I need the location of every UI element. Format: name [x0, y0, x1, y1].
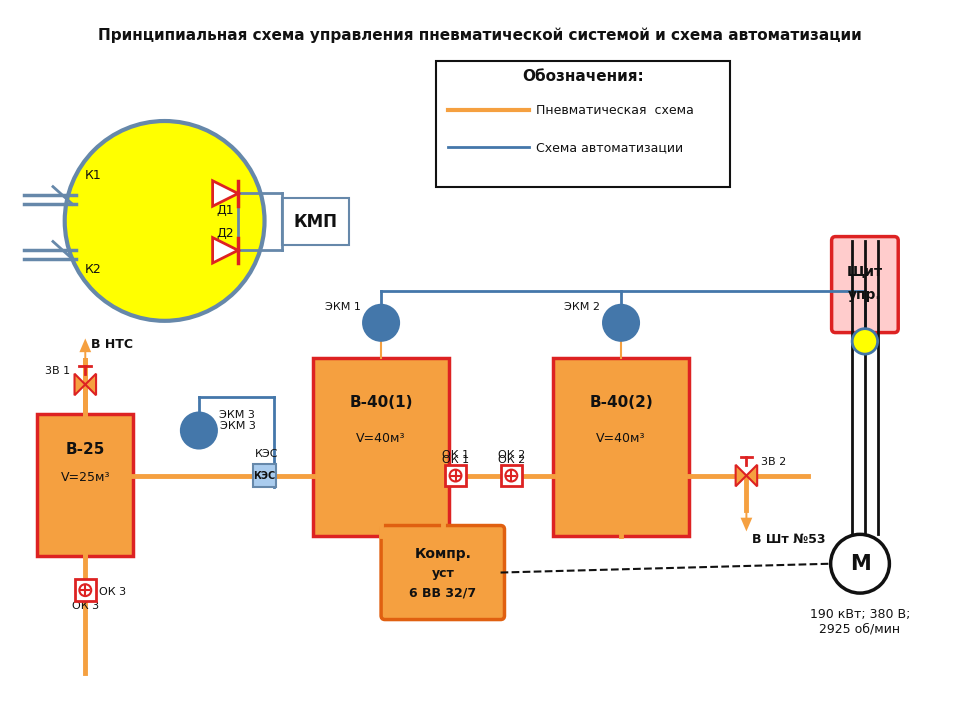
Circle shape — [181, 413, 217, 448]
Text: ОК 3: ОК 3 — [72, 600, 99, 611]
Circle shape — [80, 584, 91, 596]
Text: уст: уст — [431, 567, 454, 580]
Polygon shape — [85, 374, 96, 395]
Text: ЭКМ 3: ЭКМ 3 — [220, 410, 255, 420]
Polygon shape — [735, 465, 747, 486]
Text: Д1: Д1 — [217, 204, 234, 217]
Text: 3В 2: 3В 2 — [761, 457, 786, 467]
Text: Щит: Щит — [847, 264, 883, 279]
FancyBboxPatch shape — [314, 358, 448, 536]
Text: ОК 3: ОК 3 — [99, 587, 126, 597]
FancyBboxPatch shape — [444, 465, 467, 486]
FancyBboxPatch shape — [75, 580, 96, 601]
Text: ОК 1: ОК 1 — [442, 455, 469, 465]
Text: Пневматическая  схема: Пневматическая схема — [536, 104, 694, 117]
Text: ОК 2: ОК 2 — [497, 450, 525, 460]
FancyBboxPatch shape — [500, 465, 522, 486]
Text: К1: К1 — [84, 169, 101, 182]
Circle shape — [364, 305, 398, 341]
Text: 2925 об/мин: 2925 об/мин — [820, 623, 900, 636]
Circle shape — [852, 328, 877, 354]
FancyBboxPatch shape — [831, 237, 899, 333]
Text: М: М — [850, 554, 871, 574]
Text: 6 ВВ 32/7: 6 ВВ 32/7 — [409, 587, 476, 600]
Circle shape — [64, 121, 265, 321]
Text: ЭКМ 3: ЭКМ 3 — [221, 420, 256, 431]
FancyArrow shape — [80, 338, 91, 360]
Text: В Шт №53: В Шт №53 — [753, 533, 826, 546]
Text: ЭКМ 2: ЭКМ 2 — [564, 302, 600, 312]
FancyBboxPatch shape — [37, 414, 133, 556]
Text: ОК 2: ОК 2 — [497, 455, 525, 465]
Polygon shape — [75, 374, 85, 395]
Text: 3В 1: 3В 1 — [45, 366, 71, 376]
Polygon shape — [747, 465, 757, 486]
Text: V=25м³: V=25м³ — [60, 472, 110, 485]
Text: Обозначения:: Обозначения: — [522, 69, 644, 84]
Text: К2: К2 — [84, 264, 101, 276]
Text: V=40м³: V=40м³ — [356, 432, 406, 445]
FancyBboxPatch shape — [436, 61, 730, 186]
FancyBboxPatch shape — [554, 358, 688, 536]
Text: КМП: КМП — [294, 213, 338, 231]
FancyArrow shape — [740, 510, 753, 531]
FancyBboxPatch shape — [282, 199, 348, 246]
Text: Компр.: Компр. — [415, 547, 471, 561]
Text: Принципиальная схема управления пневматической системой и схема автоматизации: Принципиальная схема управления пневмати… — [98, 27, 862, 42]
Text: В НТС: В НТС — [91, 338, 133, 351]
Text: Д2: Д2 — [217, 227, 234, 240]
Circle shape — [505, 469, 517, 482]
Text: V=40м³: V=40м³ — [596, 432, 646, 445]
Text: Схема автоматизации: Схема автоматизации — [536, 141, 683, 154]
Polygon shape — [212, 181, 238, 206]
FancyBboxPatch shape — [381, 526, 505, 619]
Text: КЭС: КЭС — [253, 471, 276, 480]
FancyBboxPatch shape — [252, 464, 276, 487]
Text: упр.: упр. — [848, 288, 881, 302]
Text: В-40(2): В-40(2) — [589, 395, 653, 410]
Circle shape — [449, 469, 462, 482]
Polygon shape — [212, 238, 238, 263]
Text: В-40(1): В-40(1) — [349, 395, 413, 410]
Circle shape — [830, 534, 889, 593]
Circle shape — [604, 305, 638, 341]
Text: ОК 1: ОК 1 — [442, 450, 469, 460]
Text: В-25: В-25 — [65, 442, 105, 457]
Text: 190 кВт; 380 В;: 190 кВт; 380 В; — [810, 608, 910, 621]
Text: КЭС: КЭС — [254, 449, 278, 459]
Text: ЭКМ 1: ЭКМ 1 — [324, 302, 361, 312]
